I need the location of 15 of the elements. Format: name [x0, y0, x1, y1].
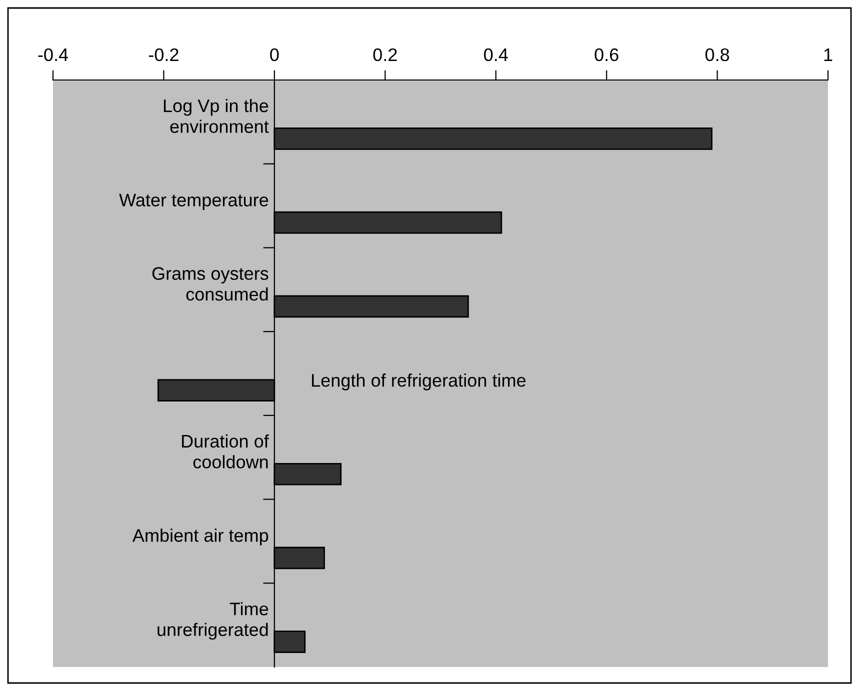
- x-tick-label: 0.8: [705, 48, 730, 62]
- x-tick-label: 0.4: [484, 48, 508, 62]
- x-tick-label: -0.4: [38, 48, 68, 62]
- y-tick-label: Time unrefrigerated: [158, 602, 268, 640]
- y-tick-label: Water temperature: [119, 194, 268, 210]
- x-tick-label: -0.2: [148, 48, 178, 62]
- x-tick-label: 0: [270, 48, 279, 62]
- y-tick-label: Ambient air temp: [132, 528, 268, 546]
- x-tick-label: 0.6: [594, 48, 618, 62]
- y-tick-label: Grams oysters consumed: [152, 267, 268, 301]
- y-tick-label: Duration of cooldown: [182, 434, 269, 468]
- y-tick-label: Log Vp in the environment: [164, 98, 269, 133]
- x-tick-label: 0.2: [373, 48, 397, 62]
- y-tick-label: Length of refrigeration time: [312, 374, 526, 390]
- x-tick-label: 1: [824, 48, 832, 61]
